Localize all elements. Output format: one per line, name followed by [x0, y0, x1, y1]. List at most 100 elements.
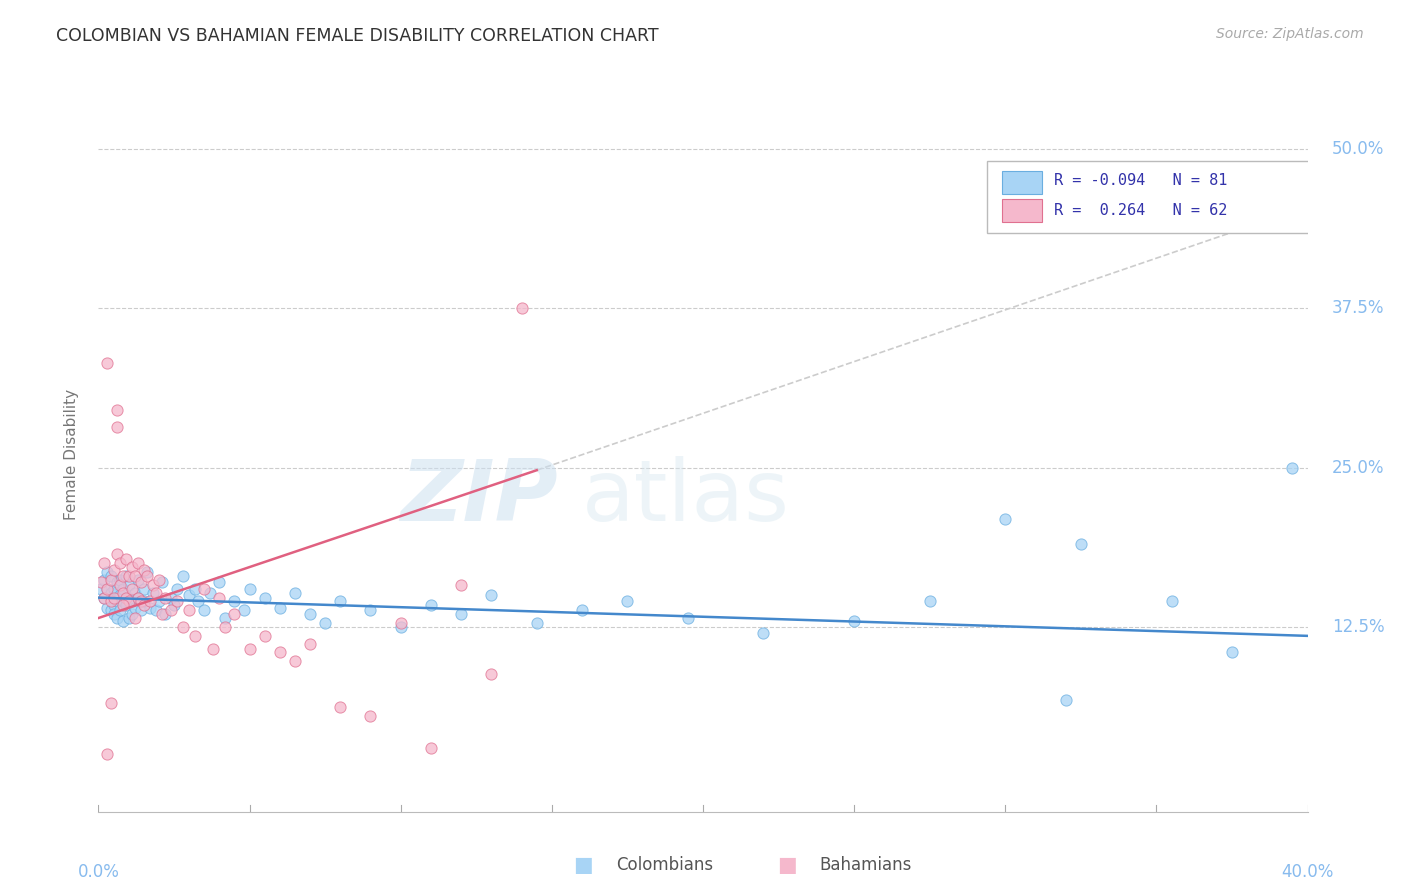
Text: 25.0%: 25.0%	[1331, 458, 1385, 476]
Point	[239, 582, 262, 596]
Point	[124, 585, 146, 599]
Point	[100, 573, 122, 587]
Point	[145, 603, 167, 617]
Point	[526, 616, 548, 631]
Point	[571, 603, 593, 617]
Point	[160, 603, 183, 617]
Point	[994, 511, 1017, 525]
Point	[132, 563, 155, 577]
Point	[105, 575, 128, 590]
Point	[111, 614, 134, 628]
Point	[284, 654, 307, 668]
Point	[96, 356, 118, 370]
Point	[96, 582, 118, 596]
Text: 12.5%: 12.5%	[1331, 618, 1385, 636]
Point	[108, 603, 131, 617]
Point	[232, 603, 254, 617]
Point	[111, 599, 134, 613]
Point	[253, 591, 276, 605]
Point	[389, 616, 412, 631]
Point	[208, 591, 231, 605]
Point	[111, 585, 134, 599]
Point	[145, 585, 167, 599]
Point	[96, 747, 118, 762]
Point	[184, 582, 207, 596]
Point	[121, 560, 143, 574]
Point	[1220, 645, 1243, 659]
Point	[844, 614, 866, 628]
Point	[148, 594, 170, 608]
Point	[100, 697, 122, 711]
Point	[193, 603, 215, 617]
Point	[142, 585, 165, 599]
Point	[1054, 692, 1077, 706]
Text: 50.0%: 50.0%	[1331, 140, 1384, 158]
Point	[1160, 594, 1182, 608]
Point	[132, 599, 155, 613]
Point	[166, 582, 188, 596]
Point	[108, 588, 131, 602]
Text: R = -0.094   N = 81: R = -0.094 N = 81	[1053, 173, 1227, 188]
Point	[108, 556, 131, 570]
Point	[481, 667, 503, 681]
Point	[108, 578, 131, 592]
Point	[103, 591, 125, 605]
Bar	[1002, 170, 1042, 194]
Point	[676, 611, 699, 625]
Point	[142, 578, 165, 592]
Point	[481, 588, 503, 602]
Point	[239, 641, 262, 656]
Point	[127, 573, 149, 587]
Point	[114, 569, 136, 583]
Point	[150, 607, 173, 622]
Point	[105, 420, 128, 434]
Point	[329, 594, 352, 608]
Text: 40.0%: 40.0%	[1281, 863, 1334, 880]
Point	[360, 709, 382, 723]
Point	[139, 594, 162, 608]
Point	[96, 600, 118, 615]
Point	[224, 594, 246, 608]
Point	[108, 573, 131, 587]
Point	[214, 620, 236, 634]
Text: Colombians: Colombians	[616, 856, 713, 874]
Point	[103, 582, 125, 596]
Point	[187, 594, 209, 608]
Text: ZIP: ZIP	[401, 456, 558, 540]
Point	[118, 611, 141, 625]
Point	[93, 573, 115, 587]
Point	[100, 594, 122, 608]
Point	[103, 599, 125, 613]
Point	[360, 603, 382, 617]
Point	[114, 599, 136, 613]
Point	[105, 403, 128, 417]
Point	[100, 585, 122, 599]
Point	[299, 607, 322, 622]
Point	[752, 626, 775, 640]
Point	[103, 563, 125, 577]
Point	[111, 594, 134, 608]
Point	[100, 603, 122, 617]
Point	[224, 607, 246, 622]
Point	[118, 594, 141, 608]
Point	[124, 569, 146, 583]
Point	[118, 569, 141, 583]
Text: Bahamians: Bahamians	[820, 856, 912, 874]
Text: 37.5%: 37.5%	[1331, 300, 1385, 318]
Text: R =  0.264   N = 62: R = 0.264 N = 62	[1053, 202, 1227, 218]
Point	[419, 599, 441, 613]
Point	[93, 591, 115, 605]
Point	[114, 591, 136, 605]
Point	[160, 591, 183, 605]
Point	[214, 611, 236, 625]
Point	[129, 603, 152, 617]
Point	[127, 556, 149, 570]
Point	[93, 556, 115, 570]
Point	[96, 565, 118, 579]
Point	[132, 582, 155, 596]
Point	[93, 591, 115, 605]
Point	[172, 569, 194, 583]
Point	[153, 591, 176, 605]
Point	[208, 575, 231, 590]
Point	[129, 575, 152, 590]
